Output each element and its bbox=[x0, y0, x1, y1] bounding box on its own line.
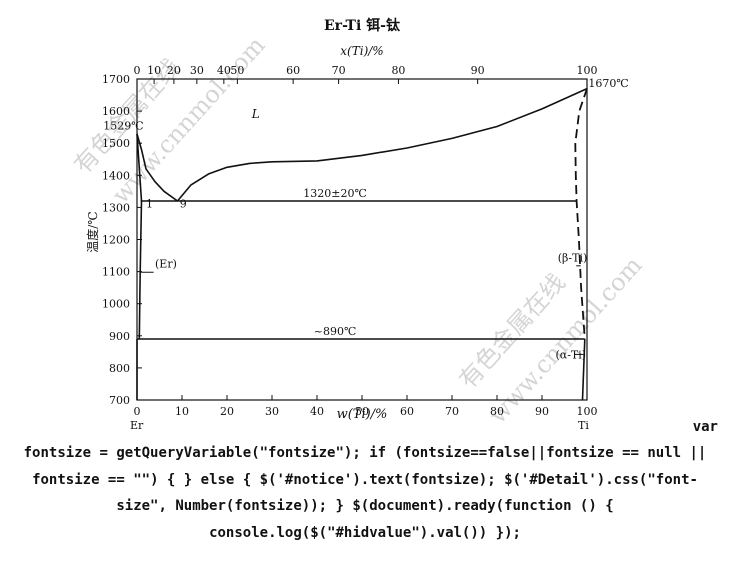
boundary-line bbox=[176, 87, 588, 202]
top-tick-label: 60 bbox=[286, 64, 300, 77]
top-tick-label: 30 bbox=[190, 64, 204, 77]
annotation-label: (Er) bbox=[155, 257, 177, 270]
top-tick-label: 0 bbox=[134, 64, 141, 77]
x-tick-label: 70 bbox=[445, 405, 459, 418]
annotation-label: L bbox=[251, 107, 260, 121]
y-tick-label: 1300 bbox=[102, 201, 130, 214]
y-tick-label: 1200 bbox=[102, 234, 130, 247]
y-tick-label: 900 bbox=[109, 330, 130, 343]
boundary-line bbox=[136, 133, 143, 340]
x-tick-label: 10 bbox=[175, 405, 189, 418]
code-snippet-start: var bbox=[692, 419, 718, 435]
top-tick-label: 20 bbox=[167, 64, 181, 77]
top-tick-label: 80 bbox=[391, 64, 405, 77]
x-tick-label: 30 bbox=[265, 405, 279, 418]
x-tick-label: 90 bbox=[535, 405, 549, 418]
y-tick-label: 1700 bbox=[102, 73, 130, 86]
x-tick-label: 50 bbox=[355, 405, 369, 418]
x-tick-label: 100 bbox=[577, 405, 598, 418]
top-tick-label: 90 bbox=[471, 64, 485, 77]
bottom-axis-label: w(Ti)/% bbox=[337, 407, 388, 422]
watermark-group: 有色金属在线 www.cnnmol.com 有色金属在线 www.cnnmol.… bbox=[69, 31, 648, 429]
phase-boundaries bbox=[136, 87, 588, 401]
y-tick-label: 1500 bbox=[102, 137, 130, 150]
x-tick-label: 80 bbox=[490, 405, 504, 418]
y-tick-label: 1600 bbox=[102, 105, 130, 118]
top-tick-label: 40 bbox=[217, 64, 231, 77]
annotation-label: (β-Ti) bbox=[558, 251, 588, 264]
top-axis-label: x(Ti)/% bbox=[340, 44, 383, 58]
y-tick-label: 1400 bbox=[102, 169, 130, 182]
y-tick-label: 800 bbox=[109, 362, 130, 375]
chart-title: Er-Ti 铒-钛 bbox=[324, 17, 401, 34]
plot-frame bbox=[136, 78, 588, 401]
dashed-boundary-line bbox=[574, 88, 588, 340]
annotation-label: 1320±20℃ bbox=[303, 187, 367, 200]
x-tick-label: 20 bbox=[220, 405, 234, 418]
annotation-label: 1 bbox=[146, 197, 153, 210]
annotation-label: (α-Ti) bbox=[556, 348, 587, 361]
y-tick-label: 1100 bbox=[102, 266, 130, 279]
corner-label-er: Er bbox=[130, 419, 144, 430]
annotation-label: 1670℃ bbox=[588, 77, 628, 90]
top-tick-label: 70 bbox=[332, 64, 346, 77]
x-tick-label: 0 bbox=[134, 405, 141, 418]
top-tick-label: 10 bbox=[147, 64, 161, 77]
corner-label-ti: Ti bbox=[578, 419, 589, 430]
code-snippet: fontsize = getQueryVariable("fontsize");… bbox=[23, 445, 707, 541]
watermark-text: 有色金属在线 bbox=[454, 268, 571, 394]
annotation-label: 1529℃ bbox=[103, 119, 143, 132]
top-tick-label: 100 bbox=[577, 64, 598, 77]
annotations: L 1529℃ 1670℃ 1320±20℃ 1 9 (Er) (β-Ti) ~890℃ (α-T… bbox=[103, 77, 628, 361]
y-tick-label: 700 bbox=[109, 394, 130, 407]
phase-diagram: 有色金属在线 www.cnnmol.com 有色金属在线 www.cnnmol.… bbox=[69, 17, 648, 430]
x-tick-label: 40 bbox=[310, 405, 324, 418]
annotation-label: ~890℃ bbox=[314, 325, 357, 338]
annotation-label: 9 bbox=[180, 197, 187, 210]
boundary-line bbox=[581, 338, 586, 401]
axis-ticks: 0 10 20 30 40 50 60 70 80 90 1000 10 20 30 40 50 60 70 80 9… bbox=[102, 64, 598, 418]
x-tick-label: 60 bbox=[400, 405, 414, 418]
top-tick-label: 50 bbox=[230, 64, 244, 77]
y-axis-label: 温度/℃ bbox=[85, 211, 100, 252]
y-tick-label: 1000 bbox=[102, 298, 130, 311]
boundary-line bbox=[136, 133, 178, 202]
